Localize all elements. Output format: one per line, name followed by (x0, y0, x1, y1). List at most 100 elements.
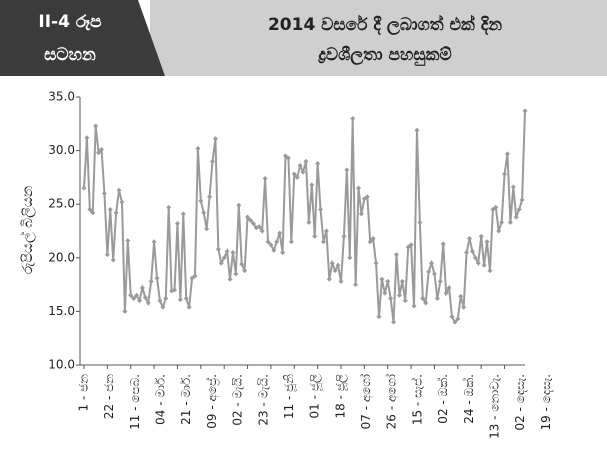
data-point (221, 255, 227, 261)
data-point (189, 275, 195, 281)
data-point (300, 169, 306, 175)
data-point (151, 239, 157, 245)
data-point (125, 238, 131, 244)
x-tick-label: 13 - නොවැ. (487, 374, 501, 439)
y-tick-label: 25.0 (48, 197, 75, 211)
data-point (490, 207, 496, 213)
data-point (291, 171, 297, 177)
data-point (148, 278, 154, 284)
y-tick-label: 35.0 (48, 90, 75, 104)
data-point (396, 292, 402, 298)
y-axis-label: රුපියල් බිලියන (20, 186, 36, 275)
x-tick-label: 11 - පෙබ. (128, 374, 142, 430)
data-point (516, 207, 522, 213)
data-point (160, 304, 166, 310)
data-line (83, 110, 526, 324)
data-point (464, 249, 470, 255)
data-point (186, 304, 192, 310)
x-tick-label: 09 - අප්‍රේ. (205, 374, 220, 429)
data-point (367, 239, 373, 245)
data-point (104, 252, 110, 258)
data-point (207, 194, 213, 200)
chart-title: 2014 වසරේ දී ලබාගත් එක් දින (268, 14, 502, 36)
x-tick-label: 21 - මාර්. (179, 374, 193, 425)
data-point (393, 252, 399, 258)
data-point (358, 211, 364, 217)
data-point (107, 207, 113, 213)
y-tick-label: 10.0 (48, 358, 75, 372)
data-point (131, 296, 137, 302)
data-point (212, 136, 218, 142)
data-point (81, 185, 87, 191)
data-point (434, 296, 440, 302)
data-point (353, 282, 359, 288)
data-point (338, 278, 344, 284)
data-point (452, 319, 458, 325)
data-point (113, 210, 119, 216)
x-tick-label: 02 - දෙසැ. (513, 374, 527, 431)
y-tick-label: 30.0 (48, 143, 75, 157)
data-point (139, 285, 145, 291)
data-point (245, 214, 251, 220)
data-point (265, 239, 271, 245)
data-point (198, 198, 204, 204)
data-point (356, 185, 362, 191)
data-point (370, 236, 376, 242)
x-tick-label: 19 - දෙසැ. (539, 374, 553, 431)
data-point (294, 174, 300, 180)
data-point (429, 260, 435, 266)
data-point (134, 292, 140, 298)
data-point (379, 276, 385, 282)
data-point (224, 248, 230, 254)
data-point (443, 290, 449, 296)
data-point (347, 255, 353, 261)
data-point (192, 273, 198, 279)
data-point (183, 296, 189, 302)
data-point (201, 210, 207, 216)
data-point (496, 228, 502, 234)
data-point (455, 316, 461, 322)
data-point (361, 196, 367, 202)
data-point (364, 194, 370, 200)
data-point (128, 292, 134, 298)
data-point (163, 296, 169, 302)
data-point (388, 296, 394, 302)
data-point (417, 219, 423, 225)
data-point (461, 304, 467, 310)
data-point (239, 261, 245, 267)
data-point (250, 220, 256, 226)
data-point (493, 204, 499, 210)
x-tick-label: 23 - මැයි. (256, 374, 270, 426)
data-point (90, 210, 96, 216)
data-point (478, 233, 484, 239)
data-point (467, 236, 473, 242)
data-point (312, 233, 318, 239)
data-point (215, 246, 221, 252)
data-point (449, 314, 455, 320)
data-point (350, 115, 356, 121)
data-point (145, 300, 151, 306)
data-point (99, 147, 105, 153)
data-point (274, 239, 280, 245)
data-point (116, 187, 122, 193)
data-point (376, 314, 382, 320)
data-point (332, 268, 338, 274)
x-tick-label: 22 - ජන (102, 374, 116, 419)
x-tick-label: 15 - සැප්. (410, 374, 424, 425)
data-point (472, 255, 478, 261)
data-point (230, 249, 236, 255)
data-point (484, 239, 490, 245)
figure-label: සටහන (44, 45, 96, 65)
data-point (519, 197, 525, 203)
data-point (522, 108, 528, 114)
data-point (136, 298, 142, 304)
chart-title: ද්‍රවශීලතා පහසුකම් (318, 45, 452, 66)
data-point (385, 278, 391, 284)
data-point (411, 303, 417, 309)
x-tick-label: 24 - ඔක්. (462, 374, 476, 424)
data-point (227, 276, 233, 282)
data-point (408, 242, 414, 248)
data-point (285, 155, 291, 161)
data-point (344, 167, 350, 173)
